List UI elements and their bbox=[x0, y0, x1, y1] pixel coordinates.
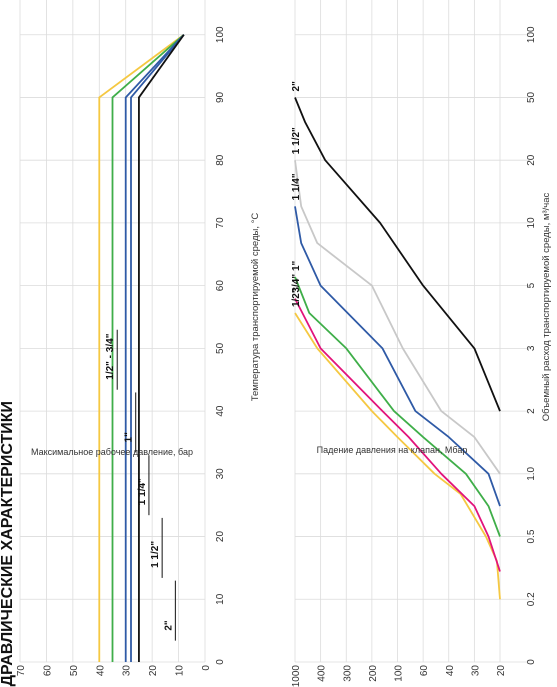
top-x-tick-label: 20 bbox=[215, 531, 226, 543]
bottom-series-curve bbox=[294, 298, 501, 572]
bottom-y-tick-label: 1000 bbox=[291, 665, 302, 687]
top-annotation-label: 1" bbox=[124, 432, 135, 443]
bottom-curve-label: 2" bbox=[291, 81, 302, 92]
top-y-tick-label: 70 bbox=[16, 665, 27, 677]
top-series-line bbox=[98, 34, 185, 662]
bottom-x-tick-label: 0.5 bbox=[526, 529, 537, 543]
top-series-line bbox=[124, 34, 185, 662]
top-annotation-label: 1 1/2" bbox=[150, 541, 161, 568]
top-y-tick-label: 0 bbox=[201, 665, 212, 671]
top-x-tick-label: 60 bbox=[215, 280, 226, 292]
top-x-tick-label: 40 bbox=[215, 405, 226, 417]
top-x-ticks: 0102030405060708090100110 bbox=[215, 26, 226, 665]
top-series-line bbox=[130, 34, 185, 662]
top-grid bbox=[19, 0, 206, 663]
bottom-curve-label: 1 1/4" bbox=[291, 173, 302, 200]
top-annotation-label: 2" bbox=[163, 620, 174, 631]
top-y-tick-label: 60 bbox=[42, 665, 53, 677]
top-x-tick-label: 100 bbox=[215, 26, 226, 43]
bottom-x-ticks: 00.20.51.0235102050100200 bbox=[526, 26, 537, 665]
bottom-x-tick-label: 100 bbox=[526, 26, 537, 43]
bottom-y-tick-label: 30 bbox=[470, 665, 481, 677]
bottom-y-tick-label: 300 bbox=[342, 665, 353, 682]
bottom-y-tick-label: 100 bbox=[394, 665, 405, 682]
bottom-x-tick-label: 20 bbox=[526, 154, 537, 166]
bottom-y-tick-label: 40 bbox=[445, 665, 456, 677]
top-series-line bbox=[111, 34, 185, 662]
bottom-series-curve bbox=[294, 206, 501, 507]
bottom-x-tick-label: 10 bbox=[526, 217, 537, 229]
pressure-temperature-chart: 2" 1 1/2" 1 1/4" 1" 1/2" - 3/4" 0 10 20 30 40 50 6… bbox=[16, 0, 261, 676]
top-y-tick-label: 20 bbox=[148, 665, 159, 677]
page-title: ГИДРАВЛИЧЕСКИЕ ХАРАКТЕРИСТИКИ bbox=[0, 401, 16, 687]
bottom-x-tick-label: 0.2 bbox=[526, 592, 537, 606]
bottom-curve-labels: 1/2"3/4" 1" 1 1/4" 1 1/2" 2" bbox=[291, 81, 302, 307]
bottom-y-tick-label: 400 bbox=[317, 665, 328, 682]
top-x-tick-label: 90 bbox=[215, 91, 226, 103]
top-x-tick-label: 50 bbox=[215, 342, 226, 354]
bottom-x-tick-label: 5 bbox=[526, 282, 537, 288]
bottom-y-tick-label: 20 bbox=[496, 665, 507, 677]
bottom-curve-label: 1 1/2" bbox=[291, 127, 302, 154]
top-x-tick-label: 10 bbox=[215, 593, 226, 605]
bottom-x-axis-label: Объемный расход транспортируемой среды, … bbox=[541, 192, 552, 421]
top-y-axis-label: Максимальное рабочее давление, бар bbox=[31, 447, 193, 457]
top-x-tick-label: 80 bbox=[215, 154, 226, 166]
top-y-ticks: 0 10 20 30 40 50 60 70 bbox=[16, 665, 212, 677]
bottom-y-tick-label: 60 bbox=[419, 665, 430, 677]
bottom-series-curve bbox=[294, 97, 501, 412]
bottom-curve-label: 1" bbox=[291, 260, 302, 271]
top-annotation-label: 1 1/4" bbox=[137, 478, 148, 505]
bottom-y-axis-label: Падение давления на клапан, Мбар bbox=[317, 445, 468, 455]
bottom-curve-label: 1/2" bbox=[291, 288, 302, 307]
bottom-x-tick-label: 0 bbox=[526, 659, 537, 665]
top-x-tick-label: 30 bbox=[215, 468, 226, 480]
pressure-drop-flow-chart: 1/2"3/4" 1" 1 1/4" 1 1/2" 2" 0 0.2 0.5 1.0 2 3 5 10… bbox=[291, 0, 552, 687]
bottom-x-tick-label: 3 bbox=[526, 345, 537, 351]
top-x-axis-label: Температура транспортируемой среды, °C bbox=[250, 213, 261, 402]
top-y-tick-label: 30 bbox=[122, 665, 133, 677]
bottom-lines bbox=[294, 97, 501, 600]
bottom-grid bbox=[294, 0, 530, 663]
bottom-curve-label: 3/4" bbox=[291, 274, 302, 293]
top-y-tick-label: 40 bbox=[95, 665, 106, 677]
bottom-series-curve bbox=[294, 160, 501, 475]
bottom-x-tick-label: 1.0 bbox=[526, 466, 537, 480]
top-series-line bbox=[138, 34, 185, 662]
top-y-tick-label: 10 bbox=[175, 665, 186, 677]
top-annotation-label: 1/2" - 3/4" bbox=[105, 333, 116, 379]
bottom-series-curve bbox=[294, 276, 501, 537]
top-lines bbox=[98, 34, 185, 662]
bottom-y-ticks: 1000 400 300 200 100 60 40 30 20 bbox=[291, 665, 507, 687]
top-annotations: 2" 1 1/2" 1 1/4" 1" 1/2" - 3/4" bbox=[105, 329, 176, 641]
bottom-x-tick-label: 50 bbox=[526, 91, 537, 103]
top-y-tick-label: 50 bbox=[69, 665, 80, 677]
bottom-y-tick-label: 200 bbox=[368, 665, 379, 682]
bottom-x-tick-label: 2 bbox=[526, 408, 537, 414]
top-x-tick-label: 70 bbox=[215, 217, 226, 229]
top-x-tick-label: 0 bbox=[215, 659, 226, 665]
